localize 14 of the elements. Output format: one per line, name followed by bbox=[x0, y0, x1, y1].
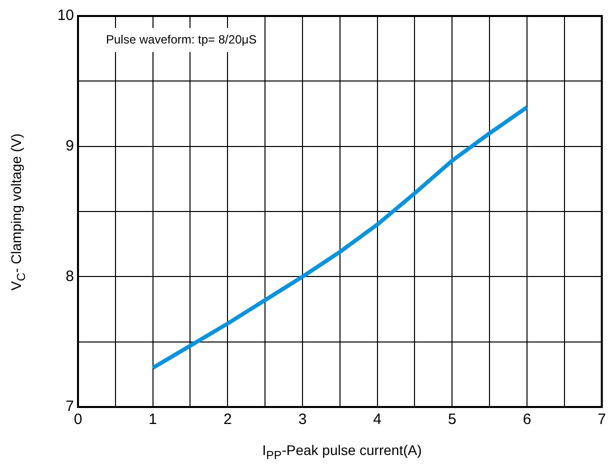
annotation: Pulse waveform: tp= 8/20μS bbox=[106, 32, 257, 46]
x-tick-label: 3 bbox=[298, 411, 307, 428]
y-tick-label: 8 bbox=[66, 268, 74, 285]
y-tick-label: 10 bbox=[57, 7, 74, 24]
x-tick-label: 1 bbox=[148, 411, 158, 428]
x-tick-label: 5 bbox=[448, 411, 456, 428]
y-tick-label: 9 bbox=[66, 137, 74, 154]
x-tick-label: 4 bbox=[373, 411, 382, 428]
x-axis-title: I$_{PP}$-Peak pulse current(A) bbox=[262, 442, 422, 462]
x-tick-label: 7 bbox=[598, 411, 606, 428]
x-tick-label: 0 bbox=[74, 411, 82, 428]
x-tick-label: 2 bbox=[223, 411, 232, 428]
y-tick-label: 7 bbox=[66, 398, 74, 416]
x-tick-label: 6 bbox=[522, 411, 532, 428]
